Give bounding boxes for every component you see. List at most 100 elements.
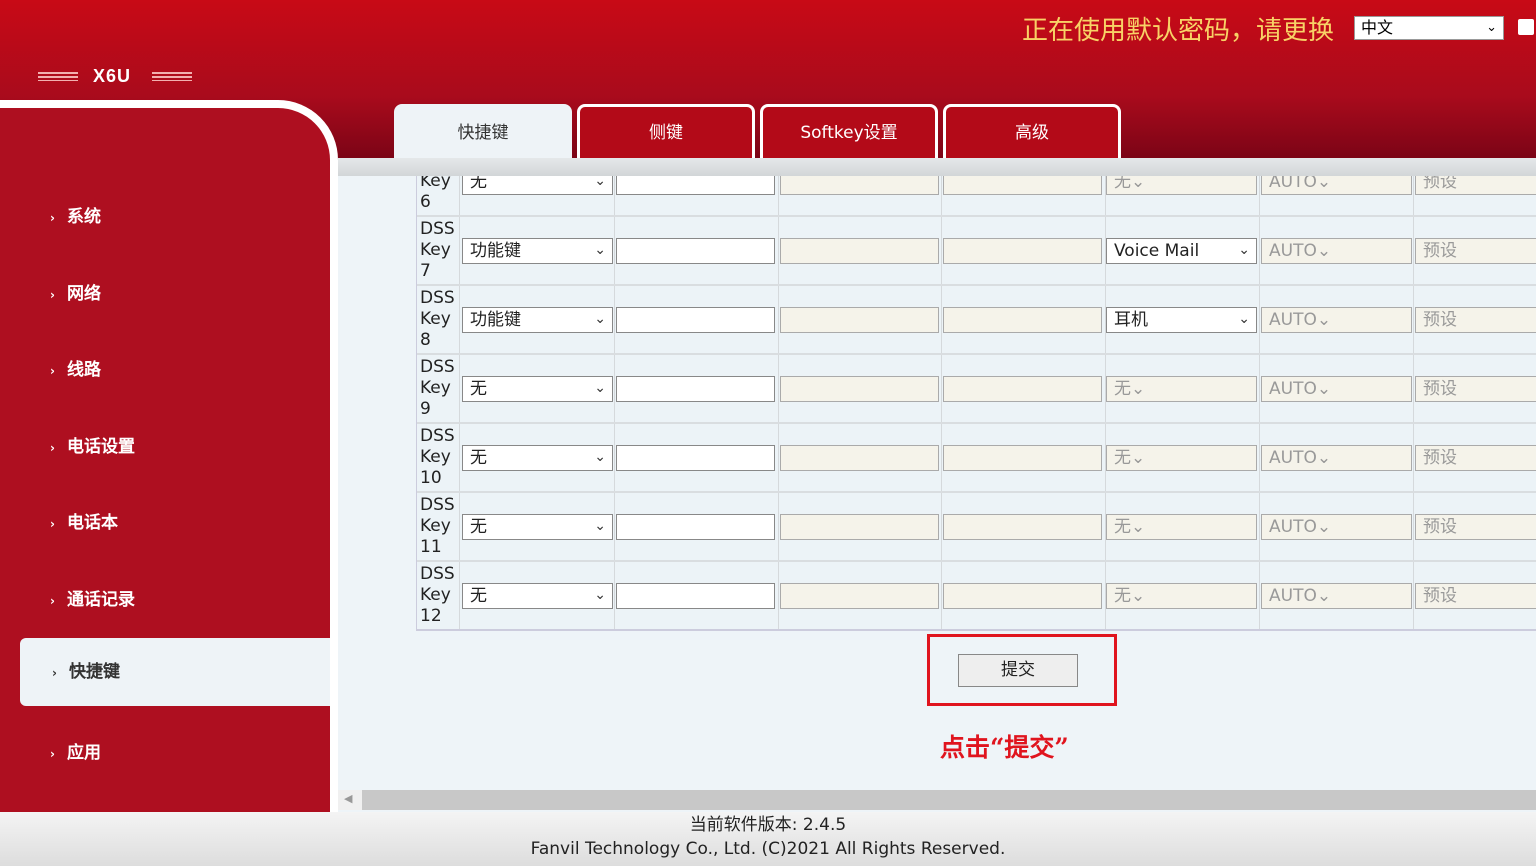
key-label: DSS Key 9 xyxy=(420,357,455,419)
chevron-right-icon: › xyxy=(50,288,55,302)
language-value: 中文 xyxy=(1361,18,1394,37)
disabled-input xyxy=(943,445,1102,471)
chevron-right-icon: › xyxy=(50,594,55,608)
key-type-value: 无 xyxy=(470,176,487,192)
line-select[interactable]: AUTO⌄ xyxy=(1261,583,1412,609)
sidebar-item-label: 通话记录 xyxy=(66,590,135,610)
subtype-select[interactable]: 无⌄ xyxy=(1106,514,1257,540)
preset-select[interactable]: 预设 xyxy=(1415,238,1536,264)
line-select[interactable]: AUTO⌄ xyxy=(1261,176,1412,195)
value-input[interactable] xyxy=(616,307,775,333)
content-top-band xyxy=(338,158,1536,176)
sidebar-item-2[interactable]: › 线路 xyxy=(50,355,101,380)
tab-2[interactable]: Softkey设置 xyxy=(760,104,938,160)
chevron-right-icon: › xyxy=(50,211,55,225)
subtype-value: 无 xyxy=(1114,448,1131,468)
preset-select[interactable]: 预设 xyxy=(1415,583,1536,609)
sidebar-item-label: 网络 xyxy=(66,284,101,304)
scrollbar-thumb[interactable] xyxy=(362,790,1536,810)
line-select[interactable]: AUTO⌄ xyxy=(1261,514,1412,540)
sidebar-item-3[interactable]: › 电话设置 xyxy=(50,432,135,457)
disabled-input xyxy=(943,583,1102,609)
sidebar-item-0[interactable]: › 系统 xyxy=(50,202,101,227)
value-input[interactable] xyxy=(616,583,775,609)
key-type-select[interactable]: 无 ⌄ xyxy=(462,514,613,540)
chevron-down-icon: ⌄ xyxy=(594,587,606,603)
subtype-value: 无 xyxy=(1114,517,1131,537)
chevron-down-icon: ⌄ xyxy=(1131,517,1146,537)
disabled-input xyxy=(780,514,939,540)
checkbox[interactable] xyxy=(1518,19,1534,35)
preset-select[interactable]: 预设 xyxy=(1415,514,1536,540)
default-password-warning[interactable]: 正在使用默认密码，请更换 xyxy=(1022,16,1335,46)
tab-0[interactable]: 快捷键 xyxy=(394,104,572,160)
chevron-down-icon: ⌄ xyxy=(1238,242,1250,258)
sidebar-item-5[interactable]: › 通话记录 xyxy=(50,585,135,610)
chevron-down-icon: ⌄ xyxy=(1316,586,1332,606)
sidebar-item-7[interactable]: › 应用 xyxy=(50,738,101,763)
chevron-down-icon: ⌄ xyxy=(594,311,606,327)
chevron-down-icon: ⌄ xyxy=(1316,448,1332,468)
sidebar-item-1[interactable]: › 网络 xyxy=(50,279,101,304)
sidebar-item-4[interactable]: › 电话本 xyxy=(50,508,118,533)
table-row: DSS Key 12 无 ⌄ 无⌄ AUTO⌄ 预设 xyxy=(417,560,1536,629)
preset-select[interactable]: 预设 xyxy=(1415,176,1536,195)
subtype-value: 无 xyxy=(1114,176,1131,192)
subtype-select[interactable]: 无⌄ xyxy=(1106,376,1257,402)
tab-3[interactable]: 高级 xyxy=(943,104,1121,160)
line-select[interactable]: AUTO⌄ xyxy=(1261,445,1412,471)
subtype-select[interactable]: 无⌄ xyxy=(1106,445,1257,471)
chevron-down-icon: ⌄ xyxy=(1486,20,1497,35)
key-type-select[interactable]: 功能键 ⌄ xyxy=(462,307,613,333)
language-select[interactable]: 中文 ⌄ xyxy=(1354,16,1504,40)
sidebar-item-6[interactable]: › 快捷键 xyxy=(20,638,330,706)
subtype-select[interactable]: Voice Mail ⌄ xyxy=(1106,238,1257,264)
key-type-value: 无 xyxy=(470,379,487,399)
key-type-value: 无 xyxy=(470,586,487,606)
value-input[interactable] xyxy=(616,514,775,540)
chevron-down-icon: ⌄ xyxy=(1316,176,1332,192)
submit-button[interactable]: 提交 xyxy=(958,654,1078,687)
value-input[interactable] xyxy=(616,376,775,402)
preset-value: 预设 xyxy=(1423,379,1457,399)
key-type-select[interactable]: 无 ⌄ xyxy=(462,445,613,471)
subtype-value: Voice Mail xyxy=(1114,241,1200,261)
sidebar-item-label: 线路 xyxy=(66,360,101,380)
value-input[interactable] xyxy=(616,445,775,471)
line-value: AUTO xyxy=(1269,517,1317,537)
line-select[interactable]: AUTO⌄ xyxy=(1261,376,1412,402)
scroll-left-icon[interactable]: ◀ xyxy=(344,792,353,805)
key-type-select[interactable]: 无 ⌄ xyxy=(462,376,613,402)
subtype-select[interactable]: 无⌄ xyxy=(1106,583,1257,609)
tab-1[interactable]: 侧键 xyxy=(577,104,755,160)
table-row: DSS Key 11 无 ⌄ 无⌄ AUTO⌄ 预设 xyxy=(417,491,1536,560)
chevron-down-icon: ⌄ xyxy=(594,449,606,465)
chevron-down-icon: ⌄ xyxy=(1238,311,1250,327)
preset-select[interactable]: 预设 xyxy=(1415,445,1536,471)
footer: 当前软件版本: 2.4.5 Fanvil Technology Co., Ltd… xyxy=(0,812,1536,866)
disabled-input xyxy=(780,583,939,609)
annotation-text: 点击“提交” xyxy=(940,733,1069,762)
preset-select[interactable]: 预设 xyxy=(1415,307,1536,333)
copyright: Fanvil Technology Co., Ltd. (C)2021 All … xyxy=(530,839,1006,859)
line-select[interactable]: AUTO⌄ xyxy=(1261,238,1412,264)
key-type-value: 功能键 xyxy=(470,241,521,261)
subtype-select[interactable]: 耳机 ⌄ xyxy=(1106,307,1257,333)
line-select[interactable]: AUTO⌄ xyxy=(1261,307,1412,333)
sidebar-item-label: 电话设置 xyxy=(66,437,135,457)
sidebar-item-label: 应用 xyxy=(66,743,101,763)
disabled-input xyxy=(943,238,1102,264)
preset-select[interactable]: 预设 xyxy=(1415,376,1536,402)
value-input[interactable] xyxy=(616,176,775,195)
key-type-select[interactable]: 功能键 ⌄ xyxy=(462,238,613,264)
chevron-down-icon: ⌄ xyxy=(1131,379,1146,399)
subtype-select[interactable]: 无⌄ xyxy=(1106,176,1257,195)
horizontal-scrollbar[interactable]: ◀ xyxy=(338,790,1536,810)
value-input[interactable] xyxy=(616,238,775,264)
preset-value: 预设 xyxy=(1423,241,1457,261)
key-type-select[interactable]: 无 ⌄ xyxy=(462,176,613,195)
chevron-down-icon: ⌄ xyxy=(1316,517,1332,537)
key-type-select[interactable]: 无 ⌄ xyxy=(462,583,613,609)
disabled-input xyxy=(943,307,1102,333)
